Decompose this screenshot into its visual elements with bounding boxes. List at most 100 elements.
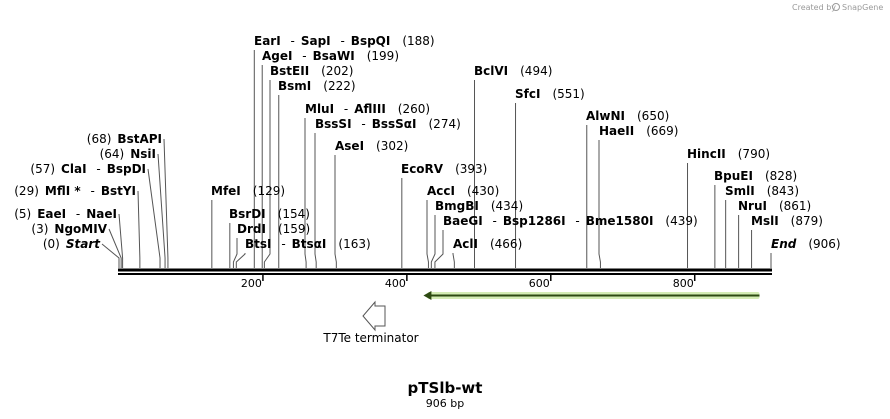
site-label-sfci[interactable]: SfcI (551) xyxy=(515,87,585,101)
site-label-bsssi[interactable]: BssSI - BssSαI (274) xyxy=(315,117,461,131)
enzyme-name: BsmI xyxy=(278,79,311,93)
site-label-bclvi[interactable]: BclVI (494) xyxy=(474,64,552,78)
site-label-bsteii[interactable]: BstEII (202) xyxy=(270,64,353,78)
site-label-mfli[interactable]: (29) MflI * - BstYI xyxy=(14,184,136,198)
site-label-asei[interactable]: AseI (302) xyxy=(335,139,408,153)
site-label-baegi[interactable]: BaeGI - Bsp1286I - Bme1580I (439) xyxy=(443,214,698,228)
site-label-bsmi[interactable]: BsmI (222) xyxy=(278,79,356,93)
enzyme-name: AlwNI xyxy=(586,109,625,123)
site-label-drdi[interactable]: DrdI (159) xyxy=(237,222,310,236)
site-position: (3) xyxy=(31,222,48,236)
site-label-clai[interactable]: (57) ClaI - BspDI xyxy=(30,162,146,176)
site-label-agei[interactable]: AgeI - BsaWI (199) xyxy=(262,49,399,63)
backbone-top-strand xyxy=(118,268,772,272)
site-separator: - xyxy=(81,184,101,198)
site-label-hincii[interactable]: HincII (790) xyxy=(687,147,770,161)
site-position: (466) xyxy=(490,237,522,251)
enzyme-name: BpuEI xyxy=(714,169,753,183)
site-label-nsii[interactable]: (64) NsiI xyxy=(100,147,156,161)
leader-line-mfli xyxy=(137,190,141,268)
site-label-eari[interactable]: EarI - SapI - BspQI (188) xyxy=(254,34,435,48)
ruler: 200 400 600 800 xyxy=(241,275,696,290)
site-label-mfei[interactable]: MfeI (129) xyxy=(211,184,285,198)
site-label-alwni[interactable]: AlwNI (650) xyxy=(586,109,669,123)
leader-line-asei xyxy=(334,155,337,268)
site-separator: - xyxy=(272,237,292,251)
site-position: (5) xyxy=(14,207,31,221)
site-label-nrui[interactable]: NruI (861) xyxy=(738,199,811,213)
enzyme-name: MluI xyxy=(305,102,334,116)
site-position: (551) xyxy=(552,87,584,101)
site-label-ngomiv[interactable]: (3) NgoMIV xyxy=(31,222,107,236)
site-position: (163) xyxy=(338,237,370,251)
leader-line-ngomiv xyxy=(108,228,122,268)
enzyme-name: NaeI xyxy=(86,207,117,221)
terminator-arrow-icon xyxy=(362,300,386,332)
enzyme-name: BstYI xyxy=(101,184,136,198)
site-separator: - xyxy=(66,207,86,221)
leader-line-acci xyxy=(426,200,429,268)
site-position: (430) xyxy=(467,184,499,198)
enzyme-name: BtsαI xyxy=(292,237,327,251)
site-label-bmgbi[interactable]: BmgBI (434) xyxy=(435,199,523,213)
credit-text: Created by xyxy=(792,3,836,12)
site-position: (57) xyxy=(30,162,55,176)
enzyme-name: Bsp1286I xyxy=(503,214,566,228)
site-label-start[interactable]: (0) Start xyxy=(43,237,101,251)
enzyme-name: BssSI xyxy=(315,117,352,131)
credit-brand: SnapGene xyxy=(842,3,883,12)
enzyme-name: HincII xyxy=(687,147,726,161)
backbone-bottom-strand xyxy=(118,273,772,275)
enzyme-name: BclVI xyxy=(474,64,508,78)
site-position: (843) xyxy=(767,184,799,198)
site-position: (879) xyxy=(791,214,823,228)
site-separator: - xyxy=(292,49,312,63)
site-position: (154) xyxy=(278,207,310,221)
site-label-acci[interactable]: AccI (430) xyxy=(427,184,499,198)
enzyme-name: ClaI xyxy=(61,162,86,176)
plasmid-length: 906 bp xyxy=(426,397,464,410)
enzyme-name: BsrDI xyxy=(229,207,266,221)
enzyme-name: AseI xyxy=(335,139,364,153)
site-position: (494) xyxy=(520,64,552,78)
orf-arrow xyxy=(423,291,760,300)
site-label-msli[interactable]: MslI (879) xyxy=(751,214,823,228)
ruler-tick-label: 800 xyxy=(673,277,694,290)
enzyme-name: BssSαI xyxy=(372,117,417,131)
leader-line-bstapi xyxy=(163,138,169,268)
site-label-end[interactable]: End (906) xyxy=(771,237,841,251)
ruler-tick-label: 600 xyxy=(529,277,550,290)
enzyme-name: DrdI xyxy=(237,222,266,236)
ruler-tick-label: 400 xyxy=(385,277,406,290)
site-position: (68) xyxy=(87,132,112,146)
site-label-ecorv[interactable]: EcoRV (393) xyxy=(401,162,487,176)
enzyme-name: SapI xyxy=(301,34,331,48)
site-label-eaei[interactable]: (5) EaeI - NaeI xyxy=(14,207,117,221)
site-label-bstapi[interactable]: (68) BstAPI xyxy=(87,132,162,146)
orf-arrowhead-icon xyxy=(423,291,432,300)
site-label-acli[interactable]: AclI (466) xyxy=(453,237,522,251)
site-labels: (0) Start(3) NgoMIV(5) EaeI - NaeI (29) M… xyxy=(14,34,840,251)
snapgene-logo-icon xyxy=(832,3,840,11)
enzyme-name: MslI xyxy=(751,214,779,228)
site-position: (64) xyxy=(100,147,125,161)
enzyme-name: MflI * xyxy=(45,184,81,198)
site-label-smli[interactable]: SmlI (843) xyxy=(725,184,799,198)
site-position: (650) xyxy=(637,109,669,123)
enzyme-name: BmgBI xyxy=(435,199,479,213)
site-label-bpuei[interactable]: BpuEI (828) xyxy=(714,169,797,183)
site-position: (790) xyxy=(738,147,770,161)
leader-line-start xyxy=(101,243,120,268)
leader-line-bsteii xyxy=(263,80,271,268)
site-label-bsrdi[interactable]: BsrDI (154) xyxy=(229,207,310,221)
site-label-mlui[interactable]: MluI - AflIII (260) xyxy=(305,102,430,116)
site-position: (274) xyxy=(429,117,461,131)
site-position: (434) xyxy=(491,199,523,213)
site-separator: - xyxy=(87,162,107,176)
enzyme-name: NsiI xyxy=(130,147,156,161)
site-label-btsi[interactable]: BtsI - BtsαI (163) xyxy=(245,237,371,251)
enzyme-name: Start xyxy=(66,237,101,251)
enzyme-name: BspQI xyxy=(351,34,391,48)
site-position: (29) xyxy=(14,184,39,198)
site-label-haeii[interactable]: HaeII (669) xyxy=(599,124,679,138)
